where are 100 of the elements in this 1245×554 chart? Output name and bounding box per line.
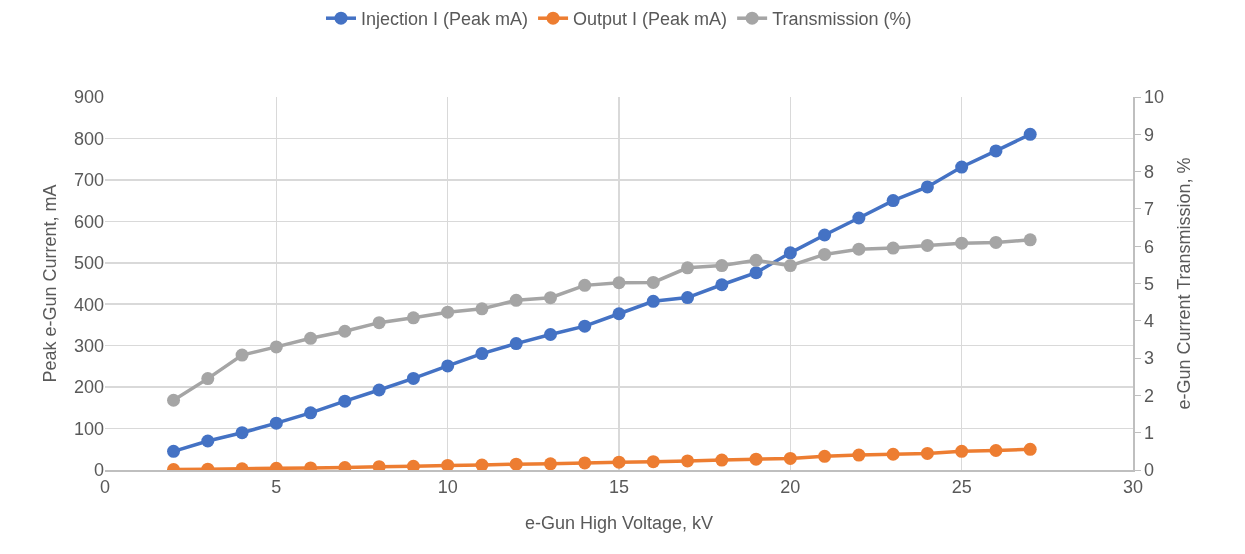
y-tick-label: 500 xyxy=(73,253,104,274)
point xyxy=(543,457,557,470)
point xyxy=(304,331,318,345)
y-tick-label: 600 xyxy=(73,211,104,232)
x-tick-label: 10 xyxy=(437,477,458,498)
y2-tick-label: 1 xyxy=(1144,423,1155,443)
point xyxy=(509,293,523,307)
point xyxy=(955,236,969,250)
point xyxy=(989,235,1003,249)
point xyxy=(646,294,660,308)
legend-label: Transmission (%) xyxy=(772,9,912,30)
y-tick-label: 300 xyxy=(73,335,104,356)
point xyxy=(269,340,283,354)
x-axis-title: e-Gun High Voltage, kV xyxy=(524,512,714,533)
point xyxy=(612,307,626,321)
point xyxy=(681,291,695,305)
y-tick-label: 0 xyxy=(93,460,104,481)
y-axis-title: Peak e-Gun Current, mA xyxy=(40,184,61,383)
y2-tick-label: 5 xyxy=(1144,273,1155,294)
point xyxy=(852,242,866,256)
point xyxy=(646,455,660,469)
point xyxy=(612,276,626,290)
point xyxy=(578,456,592,470)
x-tick-label: 30 xyxy=(1122,477,1144,498)
point xyxy=(475,302,489,316)
point xyxy=(509,457,523,470)
point xyxy=(338,324,352,338)
y2-axis-title: e-Gun Current Transmission, % xyxy=(1173,157,1194,410)
point xyxy=(818,449,832,463)
y2-tick-label: 4 xyxy=(1144,311,1155,332)
point xyxy=(681,261,695,275)
y2-tick-label: 6 xyxy=(1144,236,1155,257)
point xyxy=(441,458,455,470)
y-tick-label: 100 xyxy=(73,418,104,439)
point xyxy=(886,194,900,208)
point xyxy=(372,383,386,397)
point xyxy=(783,259,797,273)
point xyxy=(749,266,763,280)
y2-tick-label: 8 xyxy=(1144,161,1155,182)
point xyxy=(989,444,1003,458)
point xyxy=(201,434,215,448)
point xyxy=(1023,127,1037,141)
point xyxy=(578,319,592,333)
point xyxy=(920,446,934,460)
y2-tick-label: 9 xyxy=(1144,124,1155,145)
point xyxy=(269,416,283,430)
point xyxy=(372,316,386,330)
point xyxy=(989,144,1003,158)
point xyxy=(338,394,352,408)
point xyxy=(852,211,866,225)
point xyxy=(920,180,934,194)
point xyxy=(475,458,489,470)
point xyxy=(783,451,797,465)
point xyxy=(715,453,729,467)
y-tick-label: 900 xyxy=(73,87,104,108)
point xyxy=(852,448,866,462)
x-tick-label: 20 xyxy=(780,477,801,498)
point xyxy=(406,311,420,325)
point xyxy=(749,253,763,267)
point xyxy=(543,291,557,305)
point xyxy=(886,241,900,255)
point xyxy=(1023,233,1037,247)
y-tick-label: 400 xyxy=(73,294,104,315)
y-tick-label: 700 xyxy=(73,170,104,191)
point xyxy=(543,327,557,341)
point xyxy=(475,347,489,361)
x-tick-label: 25 xyxy=(951,477,972,498)
y-tick-label: 200 xyxy=(73,377,104,398)
point xyxy=(886,447,900,461)
point xyxy=(955,444,969,458)
point xyxy=(818,228,832,242)
point xyxy=(681,454,695,468)
point xyxy=(201,372,215,386)
point xyxy=(818,247,832,261)
point xyxy=(749,452,763,466)
point xyxy=(612,455,626,469)
x-tick-label: 15 xyxy=(608,477,630,498)
point xyxy=(578,278,592,292)
point xyxy=(235,348,249,362)
point xyxy=(167,393,181,407)
y2-tick-label: 3 xyxy=(1144,348,1155,369)
x-tick-label: 5 xyxy=(271,477,282,498)
point xyxy=(441,305,455,319)
point xyxy=(955,160,969,174)
point xyxy=(406,459,420,470)
point xyxy=(646,275,660,289)
point xyxy=(920,238,934,252)
point xyxy=(715,278,729,292)
point xyxy=(715,259,729,273)
y2-tick-label: 7 xyxy=(1144,199,1155,220)
point xyxy=(441,359,455,373)
point xyxy=(406,371,420,385)
y2-tick-label: 10 xyxy=(1144,87,1165,108)
legend-label: Injection I (Peak mA) xyxy=(361,9,529,30)
point xyxy=(509,337,523,351)
point xyxy=(1023,442,1037,456)
y-tick-label: 800 xyxy=(73,128,104,149)
point xyxy=(304,406,318,420)
legend-label: Output I (Peak mA) xyxy=(573,9,728,30)
y2-tick-label: 0 xyxy=(1144,460,1155,481)
